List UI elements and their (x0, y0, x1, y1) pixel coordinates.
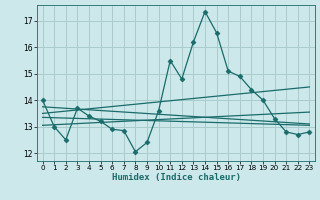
X-axis label: Humidex (Indice chaleur): Humidex (Indice chaleur) (111, 173, 241, 182)
